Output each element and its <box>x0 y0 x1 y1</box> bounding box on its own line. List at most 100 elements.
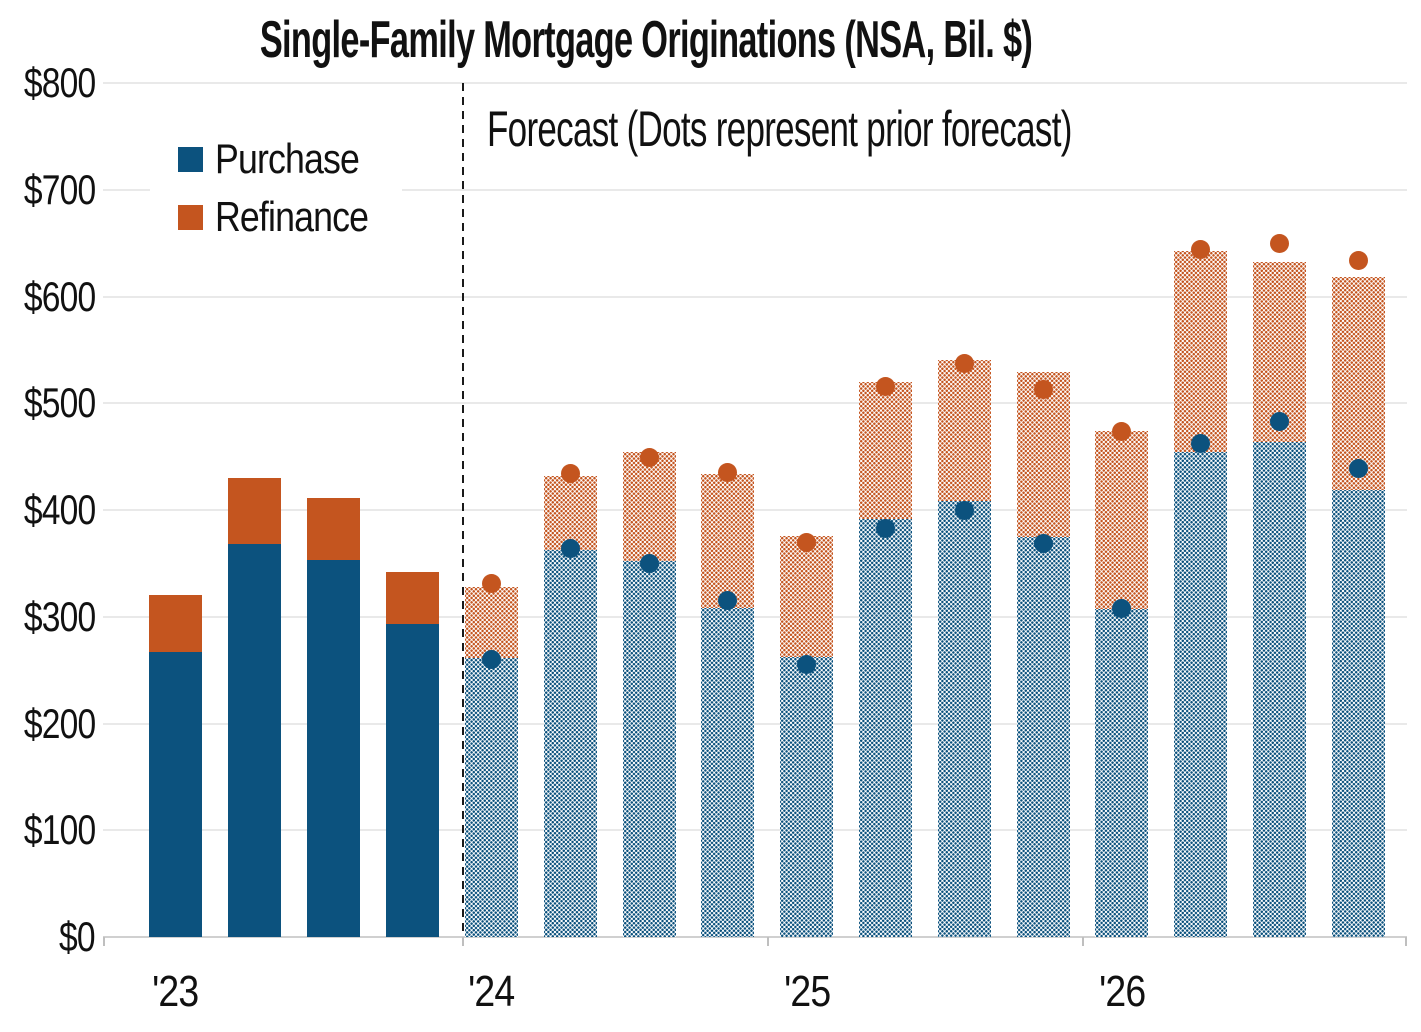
bar-23-q4-purchase <box>386 624 439 937</box>
y-tick-label: $800 <box>0 61 95 105</box>
bar-26-q4-refinance <box>1331 277 1385 490</box>
prior-forecast-dot-purchase-26-q1 <box>1112 598 1132 618</box>
gridline-$400 <box>103 509 1407 511</box>
bar-26-q2-purchase <box>1174 452 1228 937</box>
x-year-text: '26 <box>1098 967 1146 1016</box>
forecast-divider-line <box>462 83 464 937</box>
bar-25-q1 <box>780 535 834 937</box>
y-tick-text: $300 <box>23 592 95 640</box>
gridline-$0 <box>103 936 1407 938</box>
y-tick-text: $400 <box>23 486 95 533</box>
x-axis-tick <box>1082 937 1085 946</box>
gridline-$300 <box>103 615 1407 618</box>
x-year-label-26: '26 <box>1062 970 1182 1014</box>
prior-forecast-dot-total-26-q3 <box>1270 233 1289 253</box>
bar-25-q4-refinance <box>1016 372 1070 537</box>
x-axis-tick <box>1405 937 1407 946</box>
legend-label-refinance: Refinance <box>215 193 369 240</box>
bar-25-q3-purchase <box>937 501 991 937</box>
bar-25-q4 <box>1016 372 1070 937</box>
y-tick-text: $0 <box>59 913 96 960</box>
prior-forecast-dot-total-26-q1 <box>1112 421 1132 441</box>
bar-25-q2-refinance <box>859 381 912 519</box>
prior-forecast-dot-total-25-q4 <box>1033 379 1053 399</box>
x-axis-tick <box>103 937 105 946</box>
prior-forecast-dot-purchase-25-q1 <box>797 655 817 675</box>
bar-26-q1-purchase <box>1095 609 1149 937</box>
prior-forecast-dot-purchase-25-q3 <box>954 500 974 520</box>
gridline-$600 <box>103 295 1407 298</box>
x-year-text: '25 <box>783 967 831 1016</box>
bar-25-q2-purchase <box>859 518 912 937</box>
y-tick-label: $0 <box>0 913 96 960</box>
y-tick-text: $200 <box>23 699 95 747</box>
bar-26-q3 <box>1253 262 1306 937</box>
prior-forecast-dot-purchase-25-q2 <box>876 518 895 538</box>
bar-24-q4-refinance <box>701 473 755 609</box>
bar-25-q3-refinance <box>937 359 991 502</box>
prior-forecast-dot-purchase-26-q3 <box>1270 411 1289 431</box>
plot-area <box>103 82 1407 946</box>
y-tick-label: $500 <box>0 381 95 425</box>
bar-25-q3 <box>937 359 991 937</box>
prior-forecast-dot-total-26-q2 <box>1191 240 1211 260</box>
bar-25-q2 <box>859 381 912 937</box>
gridline-$200 <box>103 722 1407 725</box>
prior-forecast-dot-purchase-26-q2 <box>1191 434 1211 454</box>
bar-23-q4 <box>386 571 439 937</box>
bar-24-q2-purchase <box>543 549 597 937</box>
bar-26-q4-purchase <box>1331 489 1385 937</box>
legend-item-refinance: Refinance <box>178 193 395 240</box>
prior-forecast-dot-total-24-q1 <box>482 574 501 594</box>
prior-forecast-dot-purchase-24-q4 <box>718 591 738 611</box>
bar-26-q1-refinance <box>1095 431 1149 610</box>
x-year-text: '23 <box>152 967 199 1016</box>
legend: Purchase Refinance <box>150 136 402 242</box>
y-tick-label: $700 <box>0 167 95 212</box>
bar-23-q2-purchase <box>228 544 281 937</box>
prior-forecast-dot-purchase-25-q4 <box>1033 533 1053 553</box>
bar-23-q4-refinance <box>386 571 439 625</box>
gridline-$500 <box>103 402 1407 405</box>
bar-24-q2-refinance <box>543 475 597 550</box>
bar-23-q3-refinance <box>307 498 360 561</box>
bar-24-q3-purchase <box>622 561 676 937</box>
bar-23-q1 <box>149 595 202 937</box>
x-year-text: '24 <box>468 967 515 1016</box>
prior-forecast-dot-total-25-q1 <box>797 532 817 552</box>
legend-item-purchase: Purchase <box>178 135 384 182</box>
prior-forecast-dot-total-26-q4 <box>1348 250 1368 270</box>
bar-23-q1-refinance <box>149 595 202 652</box>
prior-forecast-dot-purchase-24-q1 <box>482 649 501 669</box>
prior-forecast-dot-purchase-24-q2 <box>560 538 580 558</box>
bar-26-q4 <box>1331 277 1385 937</box>
x-axis-tick <box>462 937 464 946</box>
prior-forecast-dot-purchase-24-q3 <box>639 553 659 573</box>
x-year-label-24: '24 <box>432 970 552 1014</box>
y-tick-label: $100 <box>0 808 95 852</box>
bar-24-q1 <box>465 586 518 937</box>
y-tick-text: $100 <box>23 806 95 854</box>
gridline-$100 <box>103 829 1407 832</box>
y-tick-label: $400 <box>0 488 95 532</box>
prior-forecast-dot-purchase-26-q4 <box>1348 458 1368 478</box>
bar-24-q3 <box>622 452 676 937</box>
bar-23-q1-purchase <box>149 651 202 937</box>
bar-24-q4 <box>701 473 755 937</box>
x-year-label-23: '23 <box>116 970 236 1014</box>
prior-forecast-dot-total-24-q4 <box>718 463 738 483</box>
y-tick-text: $800 <box>23 59 95 106</box>
bar-26-q1 <box>1095 431 1149 937</box>
bar-23-q2-refinance <box>228 478 281 545</box>
bar-26-q2 <box>1174 250 1228 937</box>
prior-forecast-dot-total-25-q2 <box>876 376 895 396</box>
purchase-swatch-icon <box>178 146 203 172</box>
y-tick-label: $300 <box>0 592 95 640</box>
refinance-swatch-icon <box>178 204 203 230</box>
bar-23-q2 <box>228 478 281 937</box>
chart-title: Single-Family Mortgage Originations (NSA… <box>259 11 1033 69</box>
legend-label-purchase: Purchase <box>215 135 360 182</box>
bar-24-q1-refinance <box>465 586 518 659</box>
bar-24-q4-purchase <box>701 608 755 937</box>
bar-23-q3-purchase <box>307 560 360 937</box>
